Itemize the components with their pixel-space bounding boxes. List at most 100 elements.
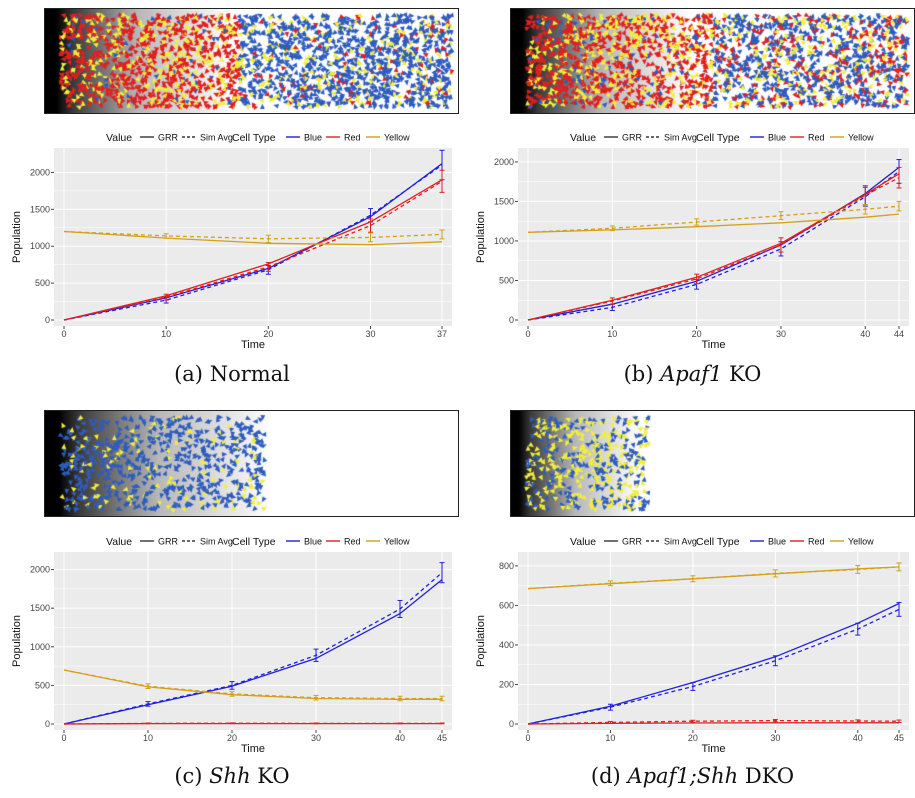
- legend-label-blue: Blue: [768, 537, 786, 547]
- y-tick-label: 500: [35, 278, 50, 288]
- y-tick-label: 1000: [30, 642, 50, 652]
- x-tick-label: 45: [437, 733, 447, 743]
- y-tick-label: 500: [35, 680, 50, 690]
- legend-label-red: Red: [344, 133, 361, 143]
- population-chart-b: Value GRR Sim Avg Cell Type Blue Red Yellow 0 50…: [475, 132, 909, 351]
- x-tick-label: 20: [692, 329, 702, 339]
- caption-b-prefix: (b): [623, 362, 661, 386]
- y-tick-label: 0: [45, 719, 50, 729]
- y-tick-label: 0: [509, 719, 514, 729]
- y-tick-label: 2000: [30, 167, 50, 177]
- x-tick-label: 40: [860, 329, 870, 339]
- legend-label-blue: Blue: [304, 133, 322, 143]
- series-yellow-sim-avg: [63, 669, 442, 700]
- simulation-snapshot-d: [510, 410, 915, 517]
- legend-title-cell-type: Cell Type: [232, 536, 276, 548]
- y-axis-title: Population: [11, 615, 23, 667]
- caption-a-prefix: (a): [174, 362, 210, 386]
- y-tick-label: 1500: [30, 603, 50, 613]
- series-yellow-sim-avg: [527, 205, 900, 233]
- legend-title-cell-type: Cell Type: [696, 536, 740, 548]
- x-tick-label: 20: [263, 329, 273, 339]
- legend-label-red: Red: [808, 133, 825, 143]
- x-tick-label: 30: [770, 733, 780, 743]
- caption-d-prefix: (d): [590, 764, 628, 788]
- plot-background: [54, 148, 452, 326]
- x-tick-label: 0: [61, 733, 66, 743]
- x-axis-title: Time: [701, 743, 725, 755]
- cell-field-a: [45, 9, 458, 113]
- y-tick-label: 2000: [494, 157, 514, 167]
- legend-title-value: Value: [570, 536, 596, 548]
- y-tick-label: 500: [499, 275, 514, 285]
- legend-title-cell-type: Cell Type: [232, 132, 276, 144]
- legend-label-grr: GRR: [622, 133, 643, 143]
- x-axis-title: Time: [241, 339, 265, 351]
- x-axis-title: Time: [701, 339, 725, 351]
- caption-c-suffix: KO: [250, 764, 290, 788]
- legend-label-yellow: Yellow: [848, 537, 874, 547]
- cell-field-d: [511, 411, 914, 516]
- x-tick-label: 0: [525, 733, 530, 743]
- x-tick-label: 20: [227, 733, 237, 743]
- caption-b-italic: Apaf1: [660, 362, 723, 386]
- legend: Value GRR Sim Avg Cell Type Blue Red Yellow: [570, 132, 874, 144]
- plot-background: [518, 148, 909, 326]
- series-blue-grr: [527, 166, 900, 321]
- legend-title-cell-type: Cell Type: [696, 132, 740, 144]
- y-tick-label: 2000: [30, 565, 50, 575]
- legend-title-value: Value: [570, 132, 596, 144]
- legend-label-sim-avg: Sim Avg: [664, 537, 697, 547]
- y-tick-label: 1000: [494, 236, 514, 246]
- series-blue-sim-avg: [527, 170, 900, 321]
- legend-label-red: Red: [344, 537, 361, 547]
- legend-label-red: Red: [808, 537, 825, 547]
- caption-c-italic: Shh: [209, 764, 251, 788]
- caption-d: (d) Apaf1;Shh DKO: [470, 764, 915, 788]
- caption-c: (c) Shh KO: [6, 764, 458, 788]
- legend: Value GRR Sim Avg Cell Type Blue Red Yellow: [570, 536, 874, 548]
- population-chart-d: Value GRR Sim Avg Cell Type Blue Red Yellow 0 20…: [475, 536, 909, 755]
- x-axis-title: Time: [241, 743, 265, 755]
- legend-label-sim-avg: Sim Avg: [664, 133, 697, 143]
- series-blue-grr: [527, 602, 900, 725]
- series-blue-sim-avg: [527, 608, 900, 725]
- y-tick-label: 400: [499, 640, 514, 650]
- x-tick-label: 10: [607, 329, 617, 339]
- legend-label-grr: GRR: [158, 537, 179, 547]
- caption-b: (b) Apaf1 KO: [470, 362, 915, 386]
- series-blue-sim-avg: [63, 572, 443, 725]
- legend-title-value: Value: [106, 536, 132, 548]
- caption-b-suffix: KO: [722, 362, 762, 386]
- simulation-snapshot-b: [510, 8, 915, 114]
- y-tick-label: 0: [509, 315, 514, 325]
- population-chart-c: Value GRR Sim Avg Cell Type Blue Red Yellow 0 50…: [11, 536, 452, 755]
- legend-label-sim-avg: Sim Avg: [200, 537, 233, 547]
- legend-title-value: Value: [106, 132, 132, 144]
- caption-c-prefix: (c): [174, 764, 210, 788]
- x-tick-label: 40: [395, 733, 405, 743]
- x-tick-label: 30: [365, 329, 375, 339]
- series-yellow-grr: [63, 230, 443, 246]
- simulation-snapshot-a: [44, 8, 459, 114]
- x-tick-label: 40: [853, 733, 863, 743]
- legend-label-sim-avg: Sim Avg: [200, 133, 233, 143]
- cell-field-b: [511, 9, 914, 113]
- x-tick-label: 20: [688, 733, 698, 743]
- y-axis-title: Population: [11, 211, 23, 263]
- plot-background: [518, 552, 909, 730]
- series-red-sim-avg: [527, 177, 900, 321]
- legend-label-grr: GRR: [622, 537, 643, 547]
- caption-d-suffix: DKO: [738, 764, 795, 788]
- series-red-sim-avg: [63, 722, 442, 725]
- x-tick-label: 30: [311, 733, 321, 743]
- series-red-sim-avg: [527, 719, 900, 725]
- y-tick-label: 0: [45, 315, 50, 325]
- x-tick-label: 30: [776, 329, 786, 339]
- x-tick-label: 37: [437, 329, 447, 339]
- y-tick-label: 200: [499, 679, 514, 689]
- y-tick-label: 1500: [30, 204, 50, 214]
- simulation-snapshot-c: [44, 410, 459, 517]
- series-red-grr: [527, 722, 899, 725]
- y-axis-title: Population: [475, 211, 487, 263]
